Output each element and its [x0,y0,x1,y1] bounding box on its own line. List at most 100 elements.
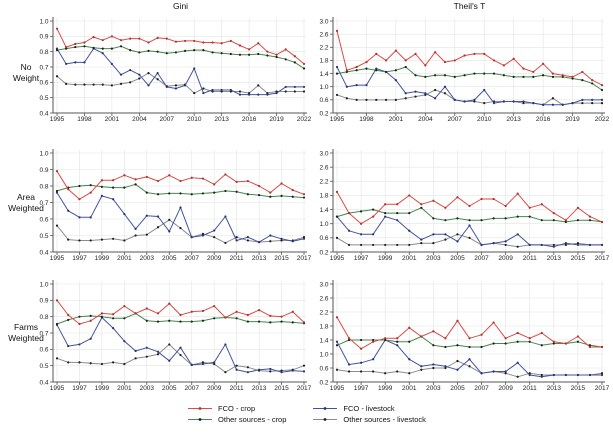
svg-text:0.7: 0.7 [39,64,48,71]
svg-text:0.4: 0.4 [39,249,48,256]
svg-text:1999: 1999 [95,385,110,392]
svg-text:2007: 2007 [184,255,199,262]
svg-text:2001: 2001 [117,255,132,262]
svg-text:2004: 2004 [418,116,433,123]
legend-column-crop-left: FCO - crop Other sources - crop [187,404,286,424]
svg-text:2022: 2022 [595,116,610,123]
svg-text:1.0: 1.0 [39,281,48,288]
svg-text:2011: 2011 [230,255,244,262]
svg-text:2017: 2017 [595,385,610,392]
svg-text:0.6: 0.6 [39,216,48,223]
legend-item-fco-livestock: FCO - livestock [312,404,426,413]
legend-label: Other sources - livestock [343,415,426,424]
svg-text:2003: 2003 [426,255,441,262]
line-key-icon [313,418,338,421]
svg-text:2007: 2007 [184,385,199,392]
panel-gini-no-weight: 0.4 0.5 0.6 0.7 0.8 0.9 1.0 1995 1998 2001 2004 200… [39,17,312,123]
svg-text:1999: 1999 [378,255,393,262]
svg-text:2016: 2016 [242,116,257,123]
row-label-no-weight: No Weight [12,62,40,84]
legend-item-fco-crop: FCO - crop [187,404,286,413]
svg-text:2.6: 2.6 [319,295,328,302]
svg-text:2.6: 2.6 [319,31,328,38]
svg-text:2017: 2017 [297,255,312,262]
row-label-area-weighted: Area Weighted [8,192,44,214]
svg-text:0.6: 0.6 [39,347,48,354]
svg-text:2011: 2011 [230,385,244,392]
legend-label: FCO - livestock [343,404,395,413]
svg-text:2009: 2009 [498,255,513,262]
svg-text:1.8: 1.8 [319,58,328,65]
svg-text:0.8: 0.8 [39,183,48,190]
line-key-icon [188,407,213,410]
svg-text:2019: 2019 [269,116,284,123]
svg-text:2013: 2013 [252,255,267,262]
svg-text:0.6: 0.6 [319,235,328,242]
svg-text:0.9: 0.9 [39,167,48,174]
svg-text:2001: 2001 [117,385,132,392]
svg-text:2011: 2011 [523,385,537,392]
svg-text:0.2: 0.2 [319,110,328,117]
svg-text:2003: 2003 [140,385,155,392]
svg-text:1999: 1999 [95,255,110,262]
svg-text:0.4: 0.4 [39,379,48,386]
svg-text:0.8: 0.8 [39,49,48,56]
svg-text:0.9: 0.9 [39,298,48,305]
svg-text:2015: 2015 [274,255,289,262]
legend-item-other-sources-livestock: Other sources - livestock [312,415,426,424]
svg-text:0.7: 0.7 [39,330,48,337]
svg-text:0.6: 0.6 [39,80,48,87]
svg-text:1.4: 1.4 [319,337,328,344]
legend-label: FCO - crop [218,404,256,413]
svg-text:2010: 2010 [477,116,492,123]
svg-text:0.5: 0.5 [39,363,48,370]
svg-text:2003: 2003 [426,385,441,392]
svg-text:2009: 2009 [207,385,222,392]
svg-text:2011: 2011 [523,255,537,262]
svg-text:2001: 2001 [105,116,120,123]
svg-text:0.6: 0.6 [319,97,328,104]
svg-text:1998: 1998 [77,116,92,123]
column-title-theils-t: Theil's T [453,1,486,11]
svg-text:2015: 2015 [571,255,586,262]
svg-text:2.2: 2.2 [319,45,328,52]
svg-text:2009: 2009 [498,385,513,392]
panel-gini-area-weighted: 0.4 0.5 0.6 0.7 0.8 0.9 1.0 1995 1997 1999 2001 200… [39,149,312,262]
svg-text:2007: 2007 [474,385,489,392]
svg-text:0.5: 0.5 [39,95,48,102]
svg-text:1.8: 1.8 [319,193,328,200]
svg-text:2.6: 2.6 [319,164,328,171]
svg-text:0.5: 0.5 [39,233,48,240]
column-title-gini: Gini [172,1,189,11]
svg-text:2017: 2017 [297,385,312,392]
svg-text:2015: 2015 [571,385,586,392]
svg-text:2013: 2013 [252,385,267,392]
svg-text:1.0: 1.0 [39,150,48,157]
svg-text:2007: 2007 [160,116,175,123]
svg-text:1.4: 1.4 [319,71,328,78]
svg-text:2009: 2009 [207,255,222,262]
svg-text:2015: 2015 [274,385,289,392]
svg-text:2001: 2001 [389,116,404,123]
panel-gini-farms-weighted: 0.4 0.5 0.6 0.7 0.8 0.9 1.0 1995 1997 1999 2001 200… [39,280,312,392]
svg-text:2005: 2005 [450,385,465,392]
svg-text:1995: 1995 [50,255,65,262]
panel-theil-farms-weighted: 0.2 0.6 1.0 1.4 1.8 2.2 2.6 3.0 1995 1997 1999 2001… [319,280,610,392]
svg-text:1995: 1995 [50,116,65,123]
svg-text:2005: 2005 [162,255,177,262]
svg-text:0.8: 0.8 [39,314,48,321]
svg-text:2007: 2007 [474,255,489,262]
svg-text:2005: 2005 [162,385,177,392]
svg-text:2005: 2005 [450,255,465,262]
svg-text:1997: 1997 [72,255,87,262]
legend: FCO - crop Other sources - crop FCO - li… [0,404,613,424]
svg-text:2013: 2013 [506,116,521,123]
svg-text:2001: 2001 [402,255,417,262]
svg-text:3.0: 3.0 [319,281,328,288]
svg-text:2022: 2022 [297,116,312,123]
svg-text:0.7: 0.7 [39,200,48,207]
svg-text:1995: 1995 [330,385,345,392]
svg-text:1995: 1995 [50,385,65,392]
svg-text:1.0: 1.0 [319,351,328,358]
